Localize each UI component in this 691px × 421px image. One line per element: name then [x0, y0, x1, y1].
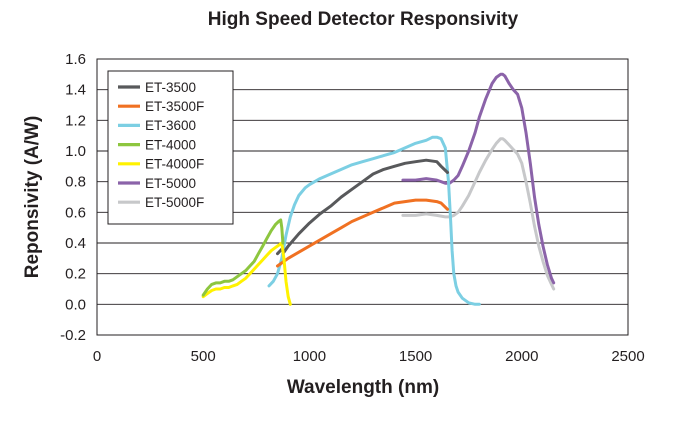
x-tick-label: 2500 — [611, 348, 644, 365]
series-line-et-3500 — [276, 158, 449, 256]
series-line-et-3500f — [276, 198, 449, 268]
x-axis-ticks: 0 500 1000 1500 2000 2500 — [93, 348, 645, 365]
legend-box — [107, 70, 234, 225]
legend-label: ET-5000 — [145, 176, 196, 191]
x-axis-title: Wavelength (nm) — [287, 377, 439, 398]
legend-label: ET-3600 — [145, 118, 196, 133]
x-tick-label: 1500 — [399, 348, 432, 365]
y-tick-label: 1.6 — [65, 51, 86, 68]
legend-label: ET-4000F — [145, 157, 204, 172]
legend-label: ET-5000F — [145, 195, 204, 210]
series-lines — [201, 72, 556, 306]
x-tick-label: 1000 — [293, 348, 326, 365]
y-tick-label: 0.6 — [65, 204, 86, 221]
y-axis-ticks: -0.2 0.0 0.2 0.4 0.6 0.8 1.0 1.2 1.4 1.6 — [60, 51, 86, 344]
x-tick-label: 500 — [191, 348, 216, 365]
y-axis-title: Reponsivity (A/W) — [22, 116, 43, 279]
y-tick-label: 1.0 — [65, 143, 86, 160]
y-tick-label: 1.4 — [65, 82, 86, 99]
x-tick-label: 0 — [93, 348, 101, 365]
legend-label: ET-3500 — [145, 80, 196, 95]
legend-label: ET-4000 — [145, 137, 196, 152]
plot-area — [96, 58, 629, 336]
legend-label: ET-3500F — [145, 99, 204, 114]
series-line-et-4000 — [201, 218, 285, 297]
y-tick-label: 0.2 — [65, 266, 86, 283]
series-line-et-5000f — [401, 137, 556, 291]
y-tick-label: -0.2 — [60, 327, 86, 344]
y-tick-label: 1.2 — [65, 112, 86, 129]
series-line-et-5000 — [401, 72, 556, 285]
chart-title: High Speed Detector Responsivity — [208, 9, 519, 30]
y-tick-label: 0.0 — [65, 296, 86, 313]
x-tick-label: 2000 — [505, 348, 538, 365]
series-line-et-4000f — [201, 241, 292, 306]
y-tick-label: 0.4 — [65, 235, 86, 252]
y-tick-label: 0.8 — [65, 174, 86, 191]
series-line-et-3600 — [267, 135, 481, 306]
legend: ET-3500 ET-3500F ET-3600 ET-4000 ET-4000F ET-… — [107, 70, 234, 225]
